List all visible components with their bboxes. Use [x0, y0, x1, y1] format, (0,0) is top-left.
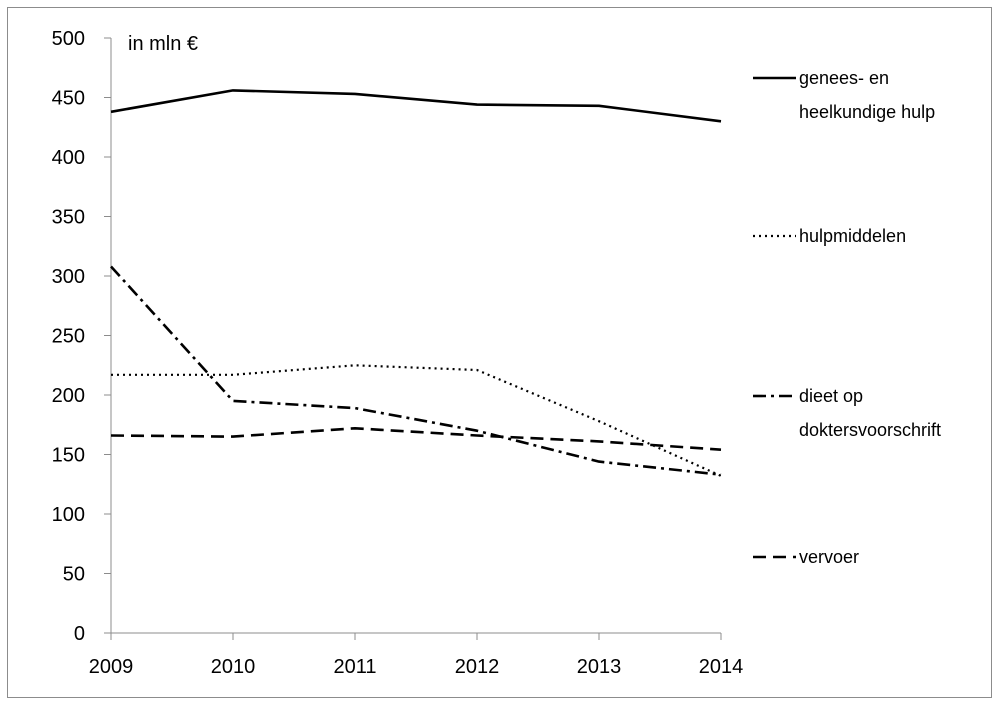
y-tick-label: 0 [74, 623, 85, 645]
series-line-0 [110, 89, 722, 123]
y-tick-label: 400 [52, 147, 85, 169]
unit-label: in mln € [128, 33, 198, 55]
legend-label: vervoer [799, 547, 859, 567]
y-tick-label: 350 [52, 207, 85, 229]
legend-label: hulpmiddelen [799, 226, 906, 246]
y-tick-label: 50 [63, 564, 85, 586]
series-line-2 [110, 265, 722, 476]
series-layer [110, 89, 722, 477]
x-tick-label: 2010 [211, 656, 256, 678]
x-tick-label: 2011 [333, 656, 376, 678]
x-tick-label: 2014 [699, 656, 744, 678]
y-tick-label: 200 [52, 385, 85, 407]
legend: genees- en heelkundige hulp hulpmiddelen di… [753, 68, 941, 567]
series-line-3 [110, 426, 722, 451]
x-tick-label: 2013 [577, 656, 622, 678]
y-tick-label: 250 [52, 326, 85, 348]
y-axis: 0 50 100 150 200 250 300 350 400 450 500 [52, 28, 112, 645]
legend-label: heelkundige hulp [799, 102, 935, 122]
legend-label: doktersvoorschrift [799, 420, 941, 440]
y-tick-label: 500 [52, 28, 85, 50]
legend-label: dieet op [799, 386, 863, 406]
x-tick-label: 2009 [89, 656, 134, 678]
y-tick-label: 450 [52, 88, 85, 110]
legend-label: genees- en [799, 68, 889, 88]
y-tick-label: 300 [52, 266, 85, 288]
chart-frame [7, 7, 992, 698]
x-tick-label: 2012 [455, 656, 500, 678]
y-tick-label: 150 [52, 445, 85, 467]
y-tick-label: 100 [52, 504, 85, 526]
x-axis: 2009 2010 2011 2012 2013 2014 [89, 632, 744, 678]
